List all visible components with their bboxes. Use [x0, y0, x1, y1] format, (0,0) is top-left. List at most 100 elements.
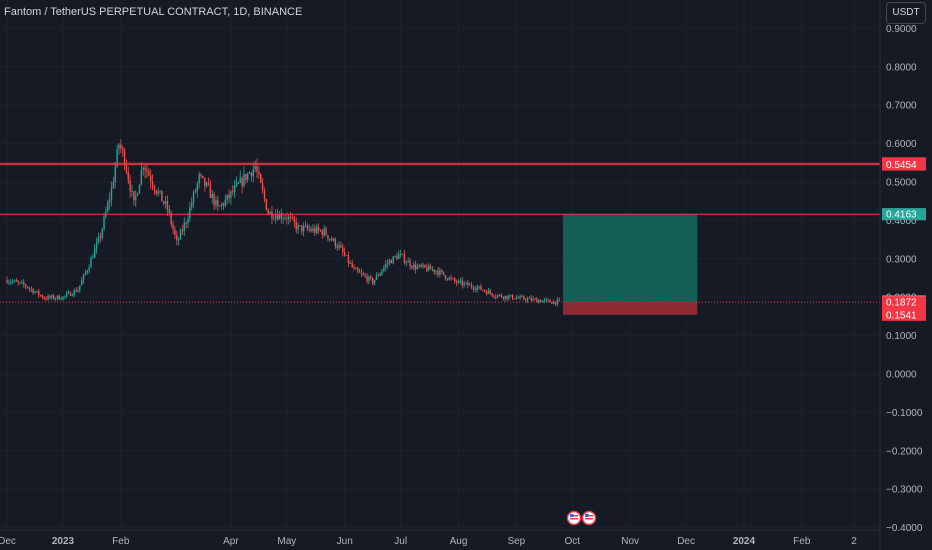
candle-body [551, 302, 553, 304]
candle-body [198, 174, 200, 184]
candle-body [155, 190, 157, 194]
candle-body [366, 276, 368, 282]
candle-body [316, 226, 318, 233]
time-label: May [277, 536, 296, 547]
candle-body [543, 299, 546, 301]
price-tick-label: 0.9000 [886, 24, 917, 35]
candle-body [362, 273, 365, 275]
candle-body [411, 266, 413, 268]
candle-body [323, 228, 325, 236]
candle-body [329, 238, 331, 240]
time-label: Sep [507, 536, 525, 547]
candle-body [120, 144, 122, 149]
candle-body [8, 282, 10, 284]
candle-body [151, 181, 154, 187]
candle-body [396, 256, 398, 259]
candle-body [148, 171, 150, 176]
loss-zone[interactable] [562, 302, 698, 315]
candle-body [319, 230, 322, 231]
candle-body [556, 299, 559, 305]
candle-body [459, 280, 462, 282]
flag-stripe [585, 518, 593, 520]
candle-body [26, 286, 29, 288]
candle-body [273, 218, 275, 220]
candle-body [179, 230, 182, 240]
candle-body [67, 292, 70, 294]
candle-body [241, 177, 243, 186]
candle-body [129, 180, 131, 192]
candle-body [426, 267, 428, 271]
candle-body [10, 282, 12, 283]
candle-body [304, 225, 307, 227]
candle-body [213, 193, 215, 206]
time-label: Feb [793, 536, 811, 547]
candle-body [181, 230, 184, 232]
candle-body [82, 274, 85, 281]
candle-body [510, 295, 512, 297]
profit-zone[interactable] [562, 214, 698, 303]
candle-body [116, 148, 118, 167]
candle-body [263, 190, 266, 200]
candle-body [457, 280, 460, 283]
candle-body [211, 193, 213, 198]
candle-body [427, 265, 430, 271]
candle-body [474, 289, 476, 291]
candle-body [133, 191, 135, 201]
price-tick-label: −0.2000 [886, 446, 923, 457]
candle-body [388, 260, 391, 263]
candle-body [360, 272, 363, 274]
candle-body [407, 260, 409, 263]
time-label: Nov [621, 536, 639, 547]
candle-body [528, 297, 531, 299]
candle-body [403, 254, 406, 263]
candle-body [295, 222, 297, 230]
candle-body [414, 264, 417, 270]
candle-body [243, 173, 245, 186]
candle-body [103, 216, 105, 230]
candle-body [258, 171, 260, 175]
currency-button[interactable]: USDT [886, 2, 926, 24]
price-tick-label: −0.3000 [886, 485, 923, 496]
candle-body [340, 245, 342, 248]
candle-body [485, 291, 488, 294]
candle-body [41, 295, 44, 298]
candle-body [463, 283, 465, 286]
candle-body [62, 296, 64, 300]
candle-body [416, 266, 419, 270]
candle-body [99, 236, 102, 238]
candle-body [235, 182, 238, 186]
candle-body [217, 200, 219, 206]
candle-body [418, 264, 421, 267]
candle-body [194, 190, 197, 193]
candle-body [140, 169, 143, 185]
price-tick-label: 0.5000 [886, 178, 917, 189]
candle-body [135, 195, 137, 201]
candle-body [422, 264, 424, 267]
candle-body [371, 278, 374, 284]
candle-body [545, 299, 547, 301]
candle-body [39, 295, 42, 296]
candle-body [312, 228, 314, 232]
candles [6, 139, 560, 307]
price-axis[interactable] [880, 0, 932, 550]
time-axis[interactable] [0, 530, 880, 550]
candle-body [506, 295, 508, 299]
candle-body [483, 290, 486, 292]
candle-body [34, 291, 36, 293]
candle-body [280, 213, 282, 219]
candle-body [60, 299, 62, 301]
candle-body [368, 276, 370, 282]
candle-body [321, 230, 324, 236]
candle-body [21, 282, 23, 283]
candle-body [314, 228, 316, 233]
candle-body [398, 254, 400, 259]
candle-body [547, 299, 549, 301]
candle-body [308, 228, 310, 230]
candle-body [226, 194, 228, 200]
candle-body [6, 279, 8, 283]
candle-body [286, 217, 288, 220]
candle-body [511, 295, 514, 300]
candle-body [401, 253, 404, 255]
candle-body [327, 235, 329, 239]
